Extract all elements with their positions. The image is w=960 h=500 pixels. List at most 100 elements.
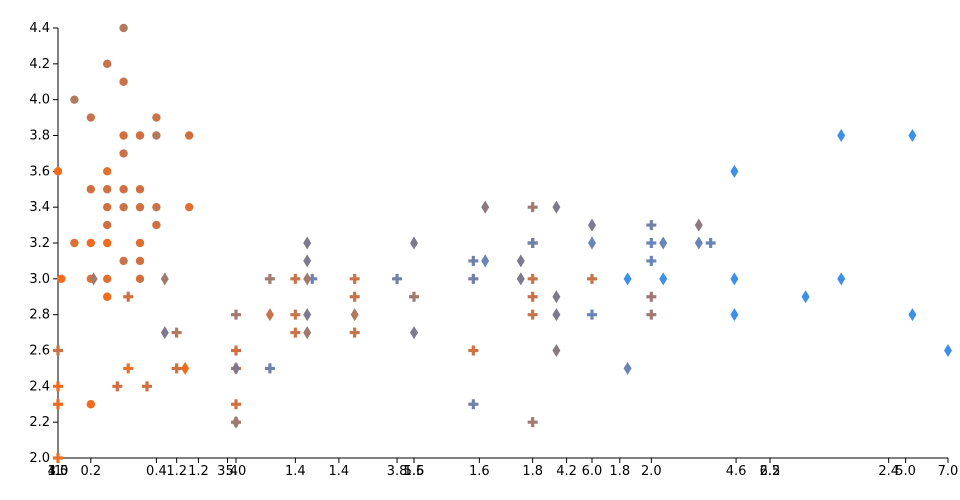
x-tick-label: 3.8 <box>387 464 408 479</box>
data-point-plus <box>646 238 657 248</box>
y-tick-label: 3.6 <box>29 164 50 179</box>
data-point-plus <box>705 238 716 248</box>
data-point-diamond <box>410 236 418 250</box>
data-point-plus <box>290 273 301 284</box>
y-tick-label: 3.4 <box>29 200 50 215</box>
x-tick-label: 7.0 <box>938 464 959 479</box>
data-point-plus <box>646 255 657 266</box>
data-point-circle <box>135 185 145 194</box>
data-point-diamond <box>694 236 703 250</box>
data-point-circle <box>119 149 128 158</box>
data-point-diamond <box>908 129 917 142</box>
x-tick-label: 2.2 <box>760 464 781 479</box>
data-point-circle <box>119 23 128 33</box>
scatter-marks <box>53 23 952 463</box>
data-point-plus <box>527 417 538 428</box>
data-point-diamond <box>181 361 190 375</box>
data-point-plus <box>392 273 403 284</box>
x-tick-label: 1.0 <box>48 464 69 479</box>
data-point-circle <box>86 113 96 122</box>
x-tick-label: 2.0 <box>641 464 662 479</box>
x-tick-label: 1.2 <box>188 464 209 479</box>
x-tick-label: 0.2 <box>80 464 101 479</box>
data-point-plus <box>290 309 301 320</box>
data-point-circle <box>152 202 161 212</box>
data-point-diamond <box>303 254 312 268</box>
data-point-plus <box>468 399 479 410</box>
data-point-plus <box>264 363 275 374</box>
data-point-plus <box>527 273 538 284</box>
x-axes: 0.2 0.4 1 1.2 1.4 1.6 1.8 1.0 1.2 1.4 1.6 1.8 2.0 2.2… <box>48 457 959 479</box>
y-tick-label: 4.4 <box>29 21 50 36</box>
data-point-circle <box>103 59 112 69</box>
data-point-diamond <box>837 129 846 142</box>
data-point-plus <box>527 291 538 302</box>
data-point-circle <box>152 131 161 140</box>
data-point-circle <box>119 202 128 212</box>
data-point-diamond <box>481 200 490 214</box>
data-point-circle <box>135 238 145 248</box>
data-point-plus <box>468 273 479 284</box>
data-point-plus <box>587 273 597 284</box>
data-point-plus <box>527 309 538 320</box>
data-point-diamond <box>552 308 561 322</box>
data-point-plus <box>123 363 134 374</box>
data-point-circle <box>135 274 145 284</box>
data-point-circle <box>135 131 145 140</box>
data-point-diamond <box>623 272 632 286</box>
data-point-circle <box>103 202 112 212</box>
data-point-circle <box>103 238 112 248</box>
y-tick-label: 3.2 <box>29 236 50 251</box>
data-point-circle <box>119 256 128 266</box>
x-tick-label: 5.0 <box>226 464 247 479</box>
x-tick-label: 0.4 <box>146 464 167 479</box>
data-point-plus <box>468 255 479 266</box>
data-point-plus <box>53 399 63 410</box>
data-point-circle <box>86 400 96 409</box>
data-point-diamond <box>552 200 561 214</box>
data-point-circle <box>185 202 194 212</box>
data-point-circle <box>119 131 128 140</box>
data-point-circle <box>103 167 112 176</box>
data-point-plus <box>53 453 63 463</box>
data-point-circle <box>86 238 96 248</box>
data-point-plus <box>53 345 63 356</box>
data-point-plus <box>646 291 657 302</box>
data-point-diamond <box>623 361 632 375</box>
data-point-diamond <box>730 272 739 286</box>
data-point-plus <box>307 273 318 284</box>
data-point-diamond <box>160 326 169 340</box>
data-point-plus <box>112 381 123 392</box>
x-tick-label: 4.2 <box>556 464 577 479</box>
data-point-diamond <box>588 236 596 250</box>
data-point-diamond <box>730 164 739 178</box>
x-tick-label: 2.4 <box>878 464 899 479</box>
y-axis: 2.0 2.2 2.4 2.6 2.8 3.0 3.2 3.4 3.6 3.8 4.0 4.2 4.4 <box>29 21 59 466</box>
data-point-diamond <box>303 326 312 340</box>
data-point-circle <box>119 185 128 194</box>
data-point-plus <box>264 273 275 284</box>
data-point-plus <box>527 202 538 213</box>
x-tick-label: 1.4 <box>329 464 350 479</box>
x-tick-label: 5.0 <box>895 464 916 479</box>
data-point-diamond <box>232 415 240 429</box>
data-point-diamond <box>350 308 359 322</box>
data-point-circle <box>135 256 145 266</box>
data-point-plus <box>123 291 134 302</box>
x-tick-label: 1 <box>54 464 62 479</box>
x-tick-label: 1.6 <box>469 464 490 479</box>
x-tick-label: 1.4 <box>285 464 306 479</box>
data-point-diamond <box>552 290 561 304</box>
x-tick-label: 6.0 <box>582 464 603 479</box>
data-point-plus <box>349 327 360 338</box>
data-point-plus <box>587 309 597 320</box>
data-point-plus <box>409 291 419 302</box>
data-point-circle <box>185 131 194 140</box>
data-point-plus <box>646 309 657 320</box>
data-point-plus <box>231 345 241 356</box>
data-point-circle <box>103 292 112 301</box>
data-point-circle <box>103 274 112 284</box>
data-point-plus <box>527 238 538 248</box>
data-point-diamond <box>659 272 668 286</box>
data-point-diamond <box>232 361 240 375</box>
